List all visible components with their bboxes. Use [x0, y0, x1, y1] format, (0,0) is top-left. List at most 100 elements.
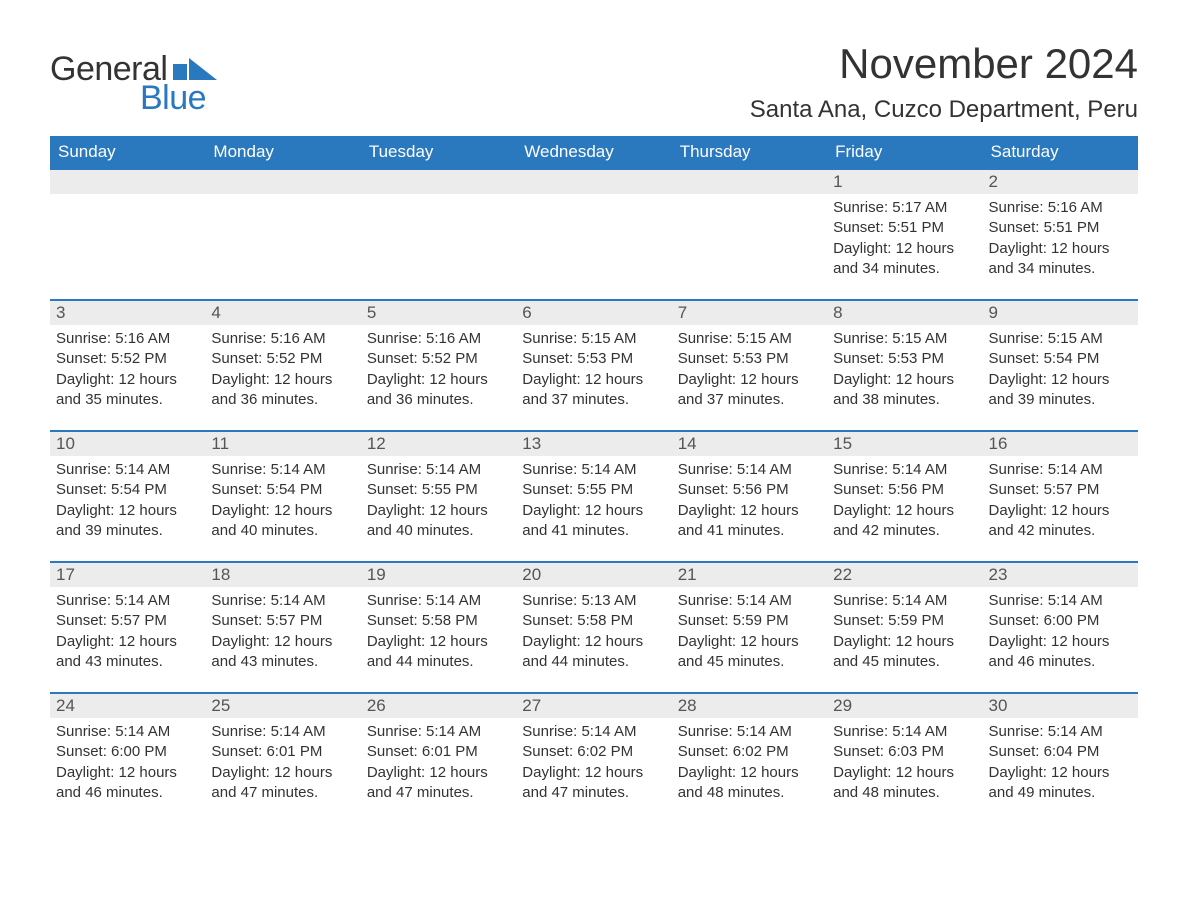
sunrise-text: Sunrise: 5:14 AM	[678, 591, 821, 611]
daylight1-text: Daylight: 12 hours	[211, 370, 354, 390]
daylight2-text: and 47 minutes.	[522, 783, 665, 803]
daylight1-text: Daylight: 12 hours	[833, 239, 976, 259]
sunset-text: Sunset: 6:03 PM	[833, 742, 976, 762]
sunrise-text: Sunrise: 5:14 AM	[522, 722, 665, 742]
daylight1-text: Daylight: 12 hours	[833, 632, 976, 652]
daylight2-text: and 36 minutes.	[367, 390, 510, 410]
daylight1-text: Daylight: 12 hours	[211, 501, 354, 521]
daylight1-text: Daylight: 12 hours	[56, 501, 199, 521]
daylight2-text: and 39 minutes.	[989, 390, 1132, 410]
day-number: 23	[989, 565, 1008, 584]
sunset-text: Sunset: 5:52 PM	[367, 349, 510, 369]
sunset-text: Sunset: 5:59 PM	[678, 611, 821, 631]
day-number: 4	[211, 303, 220, 322]
daylight2-text: and 43 minutes.	[56, 652, 199, 672]
day-number: 3	[56, 303, 65, 322]
sunset-text: Sunset: 5:58 PM	[367, 611, 510, 631]
sunset-text: Sunset: 6:00 PM	[989, 611, 1132, 631]
empty-day-number-cell	[361, 169, 516, 194]
sunrise-text: Sunrise: 5:14 AM	[833, 460, 976, 480]
sunrise-text: Sunrise: 5:14 AM	[989, 722, 1132, 742]
sunset-text: Sunset: 5:53 PM	[678, 349, 821, 369]
day-content-cell: Sunrise: 5:15 AMSunset: 5:53 PMDaylight:…	[827, 325, 982, 431]
day-number: 27	[522, 696, 541, 715]
week-content-row: Sunrise: 5:16 AMSunset: 5:52 PMDaylight:…	[50, 325, 1138, 431]
month-title: November 2024	[750, 40, 1138, 88]
day-number-cell: 27	[516, 693, 671, 718]
day-content-cell: Sunrise: 5:14 AMSunset: 6:04 PMDaylight:…	[983, 718, 1138, 823]
daylight2-text: and 41 minutes.	[678, 521, 821, 541]
day-number-cell: 30	[983, 693, 1138, 718]
day-number: 5	[367, 303, 376, 322]
sunrise-text: Sunrise: 5:14 AM	[522, 460, 665, 480]
daylight1-text: Daylight: 12 hours	[678, 632, 821, 652]
day-number: 29	[833, 696, 852, 715]
sunrise-text: Sunrise: 5:16 AM	[56, 329, 199, 349]
day-number: 8	[833, 303, 842, 322]
sunset-text: Sunset: 6:01 PM	[367, 742, 510, 762]
sunrise-text: Sunrise: 5:13 AM	[522, 591, 665, 611]
sunset-text: Sunset: 6:00 PM	[56, 742, 199, 762]
daylight1-text: Daylight: 12 hours	[833, 370, 976, 390]
sunrise-text: Sunrise: 5:14 AM	[211, 591, 354, 611]
daylight1-text: Daylight: 12 hours	[211, 632, 354, 652]
day-number-cell: 7	[672, 300, 827, 325]
week-content-row: Sunrise: 5:14 AMSunset: 5:54 PMDaylight:…	[50, 456, 1138, 562]
sunset-text: Sunset: 5:59 PM	[833, 611, 976, 631]
empty-day-content-cell	[516, 194, 671, 300]
day-content-cell: Sunrise: 5:15 AMSunset: 5:53 PMDaylight:…	[672, 325, 827, 431]
daylight2-text: and 49 minutes.	[989, 783, 1132, 803]
daylight2-text: and 40 minutes.	[211, 521, 354, 541]
sunrise-text: Sunrise: 5:15 AM	[522, 329, 665, 349]
daylight2-text: and 43 minutes.	[211, 652, 354, 672]
location-subtitle: Santa Ana, Cuzco Department, Peru	[750, 96, 1138, 124]
sunrise-text: Sunrise: 5:16 AM	[989, 198, 1132, 218]
day-number-cell: 12	[361, 431, 516, 456]
day-content-cell: Sunrise: 5:13 AMSunset: 5:58 PMDaylight:…	[516, 587, 671, 693]
empty-day-number-cell	[672, 169, 827, 194]
daylight2-text: and 46 minutes.	[989, 652, 1132, 672]
daylight1-text: Daylight: 12 hours	[989, 370, 1132, 390]
day-number: 18	[211, 565, 230, 584]
day-content-cell: Sunrise: 5:14 AMSunset: 5:57 PMDaylight:…	[205, 587, 360, 693]
sunrise-text: Sunrise: 5:14 AM	[678, 460, 821, 480]
day-number-cell: 9	[983, 300, 1138, 325]
sunset-text: Sunset: 6:01 PM	[211, 742, 354, 762]
sunset-text: Sunset: 5:52 PM	[211, 349, 354, 369]
sunrise-text: Sunrise: 5:14 AM	[833, 591, 976, 611]
day-number-cell: 28	[672, 693, 827, 718]
sunset-text: Sunset: 5:53 PM	[522, 349, 665, 369]
sunset-text: Sunset: 6:04 PM	[989, 742, 1132, 762]
day-content-cell: Sunrise: 5:14 AMSunset: 5:55 PMDaylight:…	[361, 456, 516, 562]
daylight2-text: and 41 minutes.	[522, 521, 665, 541]
sunrise-text: Sunrise: 5:14 AM	[833, 722, 976, 742]
daylight2-text: and 44 minutes.	[367, 652, 510, 672]
day-content-cell: Sunrise: 5:14 AMSunset: 6:00 PMDaylight:…	[50, 718, 205, 823]
daylight2-text: and 35 minutes.	[56, 390, 199, 410]
day-number-cell: 26	[361, 693, 516, 718]
daylight1-text: Daylight: 12 hours	[833, 763, 976, 783]
sunrise-text: Sunrise: 5:16 AM	[211, 329, 354, 349]
daylight1-text: Daylight: 12 hours	[989, 763, 1132, 783]
day-number-cell: 24	[50, 693, 205, 718]
calendar-body: 12 Sunrise: 5:17 AMSunset: 5:51 PMDayligh…	[50, 169, 1138, 823]
week-content-row: Sunrise: 5:14 AMSunset: 6:00 PMDaylight:…	[50, 718, 1138, 823]
day-content-cell: Sunrise: 5:14 AMSunset: 5:57 PMDaylight:…	[50, 587, 205, 693]
day-number-cell: 25	[205, 693, 360, 718]
sunset-text: Sunset: 5:58 PM	[522, 611, 665, 631]
day-number: 12	[367, 434, 386, 453]
daylight2-text: and 34 minutes.	[989, 259, 1132, 279]
day-number-cell: 11	[205, 431, 360, 456]
sunrise-text: Sunrise: 5:14 AM	[367, 722, 510, 742]
day-number-cell: 29	[827, 693, 982, 718]
day-content-cell: Sunrise: 5:17 AMSunset: 5:51 PMDaylight:…	[827, 194, 982, 300]
sunset-text: Sunset: 5:54 PM	[56, 480, 199, 500]
day-number-cell: 1	[827, 169, 982, 194]
day-number: 7	[678, 303, 687, 322]
weekday-header: Tuesday	[361, 136, 516, 169]
sunrise-text: Sunrise: 5:14 AM	[56, 460, 199, 480]
sunrise-text: Sunrise: 5:16 AM	[367, 329, 510, 349]
daylight2-text: and 48 minutes.	[678, 783, 821, 803]
daylight1-text: Daylight: 12 hours	[833, 501, 976, 521]
sunrise-text: Sunrise: 5:14 AM	[56, 722, 199, 742]
